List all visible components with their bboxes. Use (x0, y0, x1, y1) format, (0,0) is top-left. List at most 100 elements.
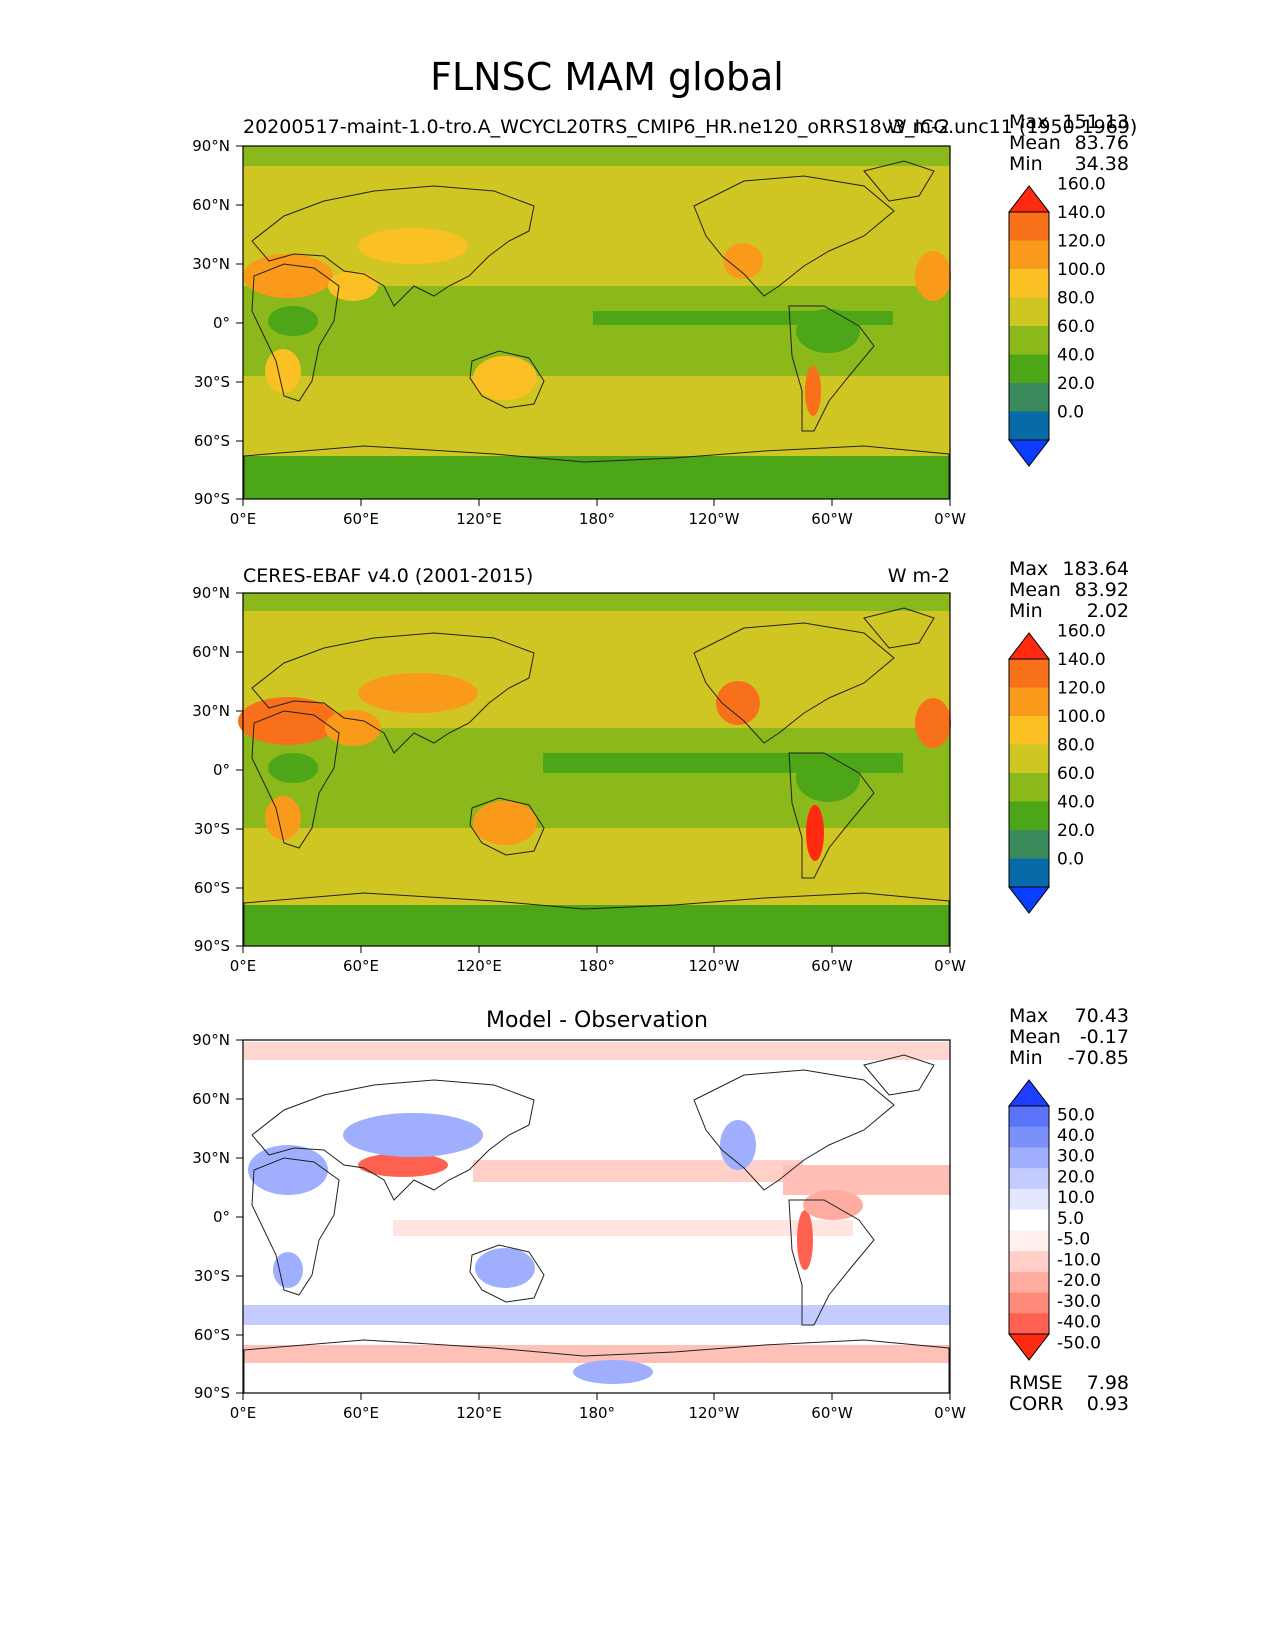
lat-label: 30°S (194, 373, 230, 391)
panel-test: 20200517-maint-1.0-tro.A_WCYCL20TRS_CMIP… (192, 111, 1137, 528)
colorbar-tick-label: 120.0 (1057, 232, 1106, 252)
colorbar-swatch (1009, 297, 1049, 327)
lon-label: 0°W (934, 510, 966, 528)
colorbar-tick-label: 40.0 (1057, 1126, 1095, 1146)
colorbar-swatch (1009, 1313, 1049, 1335)
colorbar-tick-label: 140.0 (1057, 203, 1106, 223)
lat-label: 0° (213, 1208, 230, 1226)
lat-label: 30°N (192, 255, 230, 273)
lon-label: 120°E (456, 957, 502, 975)
colorbar-tick-label: 100.0 (1057, 707, 1106, 727)
stat-mean-value: 83.92 (1075, 579, 1129, 601)
diff-pos-npac (473, 1160, 803, 1182)
lat-label: 30°S (194, 820, 230, 838)
stat-min-label: Min (1009, 153, 1043, 175)
map-test-mexico (723, 243, 763, 279)
colorbar-swatch (1009, 801, 1049, 831)
lat-label: 0° (213, 314, 230, 332)
colorbar-swatch (1009, 1292, 1049, 1314)
colorbar-swatch (1009, 830, 1049, 859)
lon-label: 60°W (811, 510, 853, 528)
colorbar-extend-min (1007, 1333, 1051, 1361)
map-test-amazon (796, 309, 860, 353)
panel-test-title-left: 20200517-maint-1.0-tro.A_WCYCL20TRS_CMIP… (243, 116, 1137, 138)
map-reference-lat-ticks: 90°N 60°N 30°N 0° 30°S 60°S 90°S (192, 584, 243, 955)
colorbar-swatch (1009, 687, 1049, 717)
stat-min-label: Min (1009, 600, 1043, 622)
lat-label: 30°N (192, 1149, 230, 1167)
diff-neg-southern-ocean (243, 1305, 950, 1325)
diff-pos-arctic (243, 1042, 950, 1060)
colorbar-tick-label: -40.0 (1057, 1313, 1101, 1333)
map-reference-w-sahara (915, 698, 951, 748)
map-difference-lon-ticks: 0°E 60°E 120°E 180° 120°W 60°W 0°W (230, 1393, 966, 1422)
diff-neg-antarctic (573, 1360, 653, 1384)
stat-min-value: 2.02 (1087, 600, 1129, 622)
diff-neg-mexico (720, 1120, 756, 1170)
diff-neg-s-africa (273, 1252, 303, 1288)
map-reference (238, 592, 951, 947)
panel-reference-title-right: W m-2 (888, 565, 950, 587)
panel-test-stats: Max 151.13 Mean 83.76 Min 34.38 (1009, 111, 1129, 175)
stat-min-label: Min (1009, 1047, 1043, 1069)
colorbar-tick-label: 0.0 (1057, 850, 1084, 870)
colorbar-tick-label: -10.0 (1057, 1250, 1101, 1270)
map-reference-mexico (716, 681, 760, 725)
colorbar-swatch (1009, 659, 1049, 688)
lat-label: 90°N (192, 584, 230, 602)
colorbar-swatch (1009, 383, 1049, 412)
colorbar-reference: 0.0 20.0 40.0 60.0 80.0 100.0 120.0 140.0 160.0 (1007, 622, 1106, 914)
map-reference-andes (806, 805, 824, 861)
colorbar-swatch (1009, 1126, 1049, 1148)
map-reference-arctic (243, 593, 950, 611)
map-reference-australia (473, 801, 537, 845)
lon-label: 60°E (343, 510, 379, 528)
figure-title: FLNSC MAM global (430, 55, 784, 99)
colorbar-tick-label: 30.0 (1057, 1147, 1095, 1167)
lon-label: 180° (579, 1404, 615, 1422)
map-test-w-sahara (915, 251, 951, 301)
colorbar-extend-min (1007, 886, 1051, 914)
stat-max-label: Max (1009, 558, 1048, 580)
lon-label: 180° (579, 510, 615, 528)
map-reference-lon-ticks: 0°E 60°E 120°E 180° 120°W 60°W 0°W (230, 946, 966, 975)
lat-label: 60°N (192, 643, 230, 661)
colorbar-swatch (1009, 1147, 1049, 1169)
panel-difference-metrics: RMSE 7.98 CORR 0.93 (1009, 1372, 1129, 1415)
lat-label: 0° (213, 761, 230, 779)
colorbar-tick-label: 100.0 (1057, 260, 1106, 280)
lon-label: 120°W (689, 510, 740, 528)
colorbar-swatch (1009, 1271, 1049, 1294)
map-test-andes (805, 366, 821, 416)
colorbar-tick-label: 60.0 (1057, 764, 1095, 784)
colorbar-swatch (1009, 1251, 1049, 1273)
panel-difference-stats: Max 70.43 Mean -0.17 Min -70.85 (1009, 1005, 1129, 1069)
colorbar-swatch (1009, 858, 1049, 888)
map-test-arabia (328, 271, 378, 301)
map-test-arctic (243, 146, 950, 166)
colorbar-extend-min (1007, 439, 1051, 467)
colorbar-tick-label: -5.0 (1057, 1230, 1090, 1250)
colorbar-extend-max (1007, 632, 1051, 660)
colorbar-swatch (1009, 1106, 1049, 1128)
colorbar-extend-max (1007, 185, 1051, 213)
colorbar-tick-label: 40.0 (1057, 793, 1095, 813)
lat-label: 90°S (194, 490, 230, 508)
lon-label: 120°W (689, 957, 740, 975)
colorbar-tick-label: 20.0 (1057, 1167, 1095, 1187)
colorbar-swatch (1009, 354, 1049, 384)
colorbar-tick-label: 160.0 (1057, 175, 1106, 195)
colorbar-swatch (1009, 744, 1049, 774)
diff-pos-natl (783, 1165, 950, 1195)
colorbar-tick-label: 10.0 (1057, 1188, 1095, 1208)
colorbar-test: 0.0 20.0 40.0 60.0 80.0 100.0 120.0 140.0 160.0 (1007, 175, 1106, 467)
lat-label: 30°S (194, 1267, 230, 1285)
colorbar-tick-label: 80.0 (1057, 289, 1095, 309)
diff-pos-eq (393, 1220, 853, 1236)
lat-label: 30°N (192, 702, 230, 720)
map-difference-lat-ticks: 90°N 60°N 30°N 0° 30°S 60°S 90°S (192, 1031, 243, 1402)
map-test-australia (473, 356, 537, 400)
colorbar-tick-label: -50.0 (1057, 1333, 1101, 1353)
colorbar-tick-label: 5.0 (1057, 1209, 1084, 1229)
